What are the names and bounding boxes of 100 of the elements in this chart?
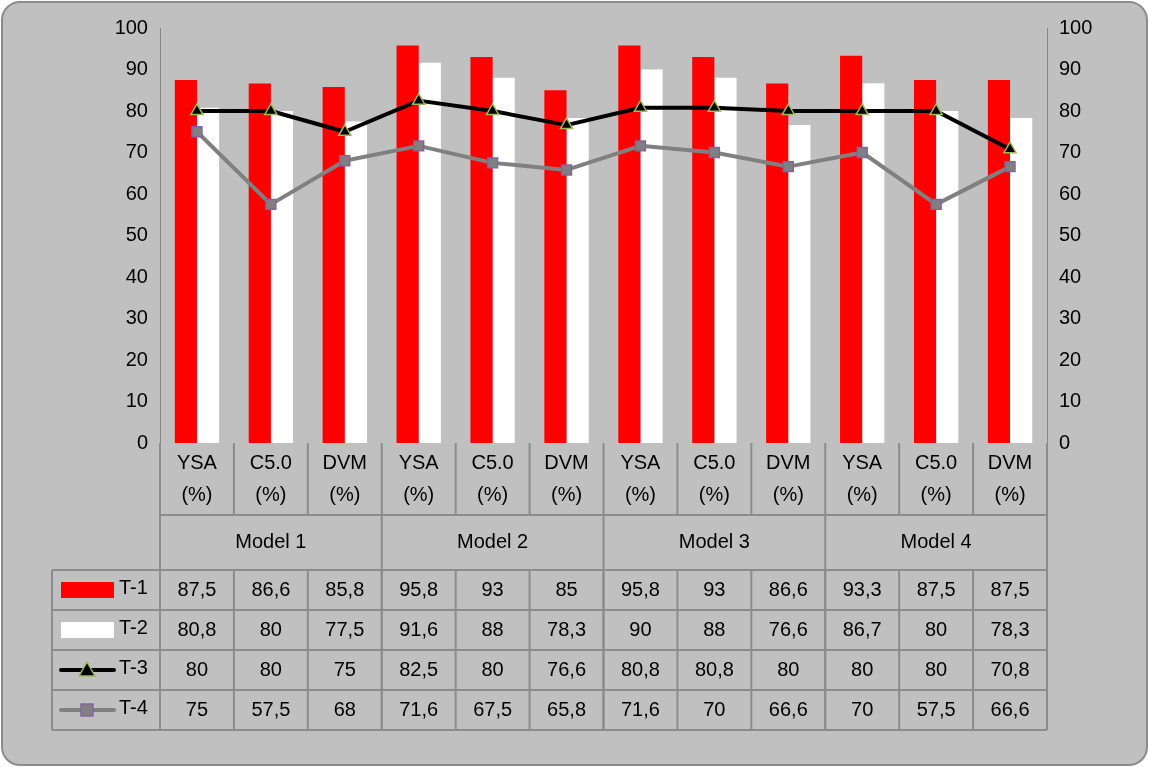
data-label: 57,5 <box>251 697 291 720</box>
x-tick-label: DVM (%) <box>322 450 368 505</box>
y-tick-label: 40 <box>125 264 148 287</box>
data-label: 71,6 <box>620 697 660 720</box>
bar <box>270 111 294 443</box>
bar <box>618 45 641 443</box>
data-label: 78,3 <box>547 617 587 640</box>
bar <box>396 45 419 443</box>
x-tick-label: C5.0 (%) <box>915 450 958 505</box>
data-label: 87,5 <box>916 577 956 600</box>
bar <box>174 79 197 443</box>
x-tick-label: YSA (%) <box>842 450 883 505</box>
data-label: 82,5 <box>399 657 439 680</box>
bar <box>196 107 220 443</box>
data-label: 86,6 <box>251 577 291 600</box>
text: Model 1 <box>235 530 307 553</box>
legend-label: T-4 <box>119 695 148 718</box>
bar <box>987 79 1011 443</box>
data-label: 87,5 <box>990 577 1030 600</box>
y2-tick-label: 10 <box>1059 389 1082 412</box>
y2-tick-label: 60 <box>1059 181 1082 204</box>
bar <box>692 57 715 443</box>
data-label: 75 <box>185 697 209 720</box>
data-label: 80 <box>925 617 948 640</box>
y2-tick-label: 30 <box>1059 306 1082 329</box>
data-label: 91,6 <box>399 617 439 640</box>
bar <box>840 55 863 443</box>
x-tick-label: C5.0 (%) <box>249 450 292 505</box>
text: Model 4 <box>900 530 972 553</box>
bar <box>322 86 345 443</box>
y-tick-label: 90 <box>125 57 148 80</box>
y-tick-label: 30 <box>125 306 148 329</box>
y2-tick-label: 20 <box>1059 347 1082 370</box>
data-label: 70,8 <box>990 657 1030 680</box>
data-label: 66,6 <box>768 697 808 720</box>
data-label: 85 <box>555 577 578 600</box>
data-label: 76,6 <box>768 617 808 640</box>
bar <box>566 118 589 443</box>
x-tick-label: YSA (%) <box>176 450 218 505</box>
data-label: 88 <box>481 617 504 640</box>
data-label: 80,8 <box>620 657 660 680</box>
data-label: 80 <box>259 617 282 640</box>
data-label: 66,6 <box>990 697 1030 720</box>
y-tick-label: 60 <box>125 181 148 204</box>
data-label: 88 <box>703 617 726 640</box>
data-label: 95,8 <box>620 577 660 600</box>
data-label: 93 <box>481 577 504 600</box>
data-label: 77,5 <box>325 617 365 640</box>
y2-tick-label: 100 <box>1059 15 1093 38</box>
data-label: 80 <box>259 657 282 680</box>
y-tick-label: 10 <box>125 389 148 412</box>
data-label: 65,8 <box>547 697 587 720</box>
x-tick-label: C5.0 (%) <box>693 450 736 505</box>
y-tick-label: 100 <box>114 15 148 38</box>
y-tick-label: 50 <box>125 223 148 246</box>
data-label: 75 <box>333 657 356 680</box>
data-label: 78,3 <box>990 617 1030 640</box>
bar <box>788 125 811 443</box>
x-tick-label: DVM (%) <box>987 450 1033 505</box>
y2-tick-label: 40 <box>1059 264 1082 287</box>
x-tick-label: C5.0 (%) <box>471 450 514 505</box>
bar <box>248 83 271 443</box>
data-label: 80 <box>851 657 874 680</box>
legend-label: T-1 <box>119 575 148 598</box>
y2-tick-label: 90 <box>1059 57 1082 80</box>
y2-tick-label: 70 <box>1059 140 1082 163</box>
data-label: 80 <box>777 657 800 680</box>
text: Model 2 <box>457 530 529 553</box>
data-label: 80 <box>185 657 209 680</box>
data-label: 76,6 <box>547 657 587 680</box>
bar <box>936 111 959 443</box>
bar <box>344 121 367 443</box>
bar <box>492 77 515 443</box>
bar <box>640 69 663 443</box>
data-label: 70 <box>851 697 874 720</box>
bar <box>766 83 789 443</box>
data-label: 68 <box>333 697 356 720</box>
data-label: 80,8 <box>177 617 217 640</box>
data-label: 93 <box>703 577 726 600</box>
y-tick-label: 80 <box>125 98 148 121</box>
y-tick-label: 70 <box>125 140 148 163</box>
data-label: 80,8 <box>694 657 734 680</box>
legend-label: T-3 <box>119 655 148 678</box>
data-label: 80 <box>925 657 948 680</box>
data-label: 93,3 <box>842 577 882 600</box>
data-label: 86,7 <box>842 617 882 640</box>
x-tick-label: DVM (%) <box>766 450 811 505</box>
data-label: 71,6 <box>399 697 439 720</box>
data-label: 90 <box>629 617 652 640</box>
bar <box>470 57 493 443</box>
data-label: 95,8 <box>399 577 439 600</box>
legend-label: T-2 <box>119 615 148 638</box>
bar <box>1010 118 1033 443</box>
data-label: 85,8 <box>325 577 365 600</box>
y-tick-label: 20 <box>125 347 148 370</box>
y2-tick-label: 0 <box>1059 430 1071 453</box>
data-label: 80 <box>481 657 504 680</box>
data-label: 67,5 <box>473 697 513 720</box>
bar <box>714 77 737 443</box>
x-tick-label: YSA (%) <box>620 450 662 505</box>
